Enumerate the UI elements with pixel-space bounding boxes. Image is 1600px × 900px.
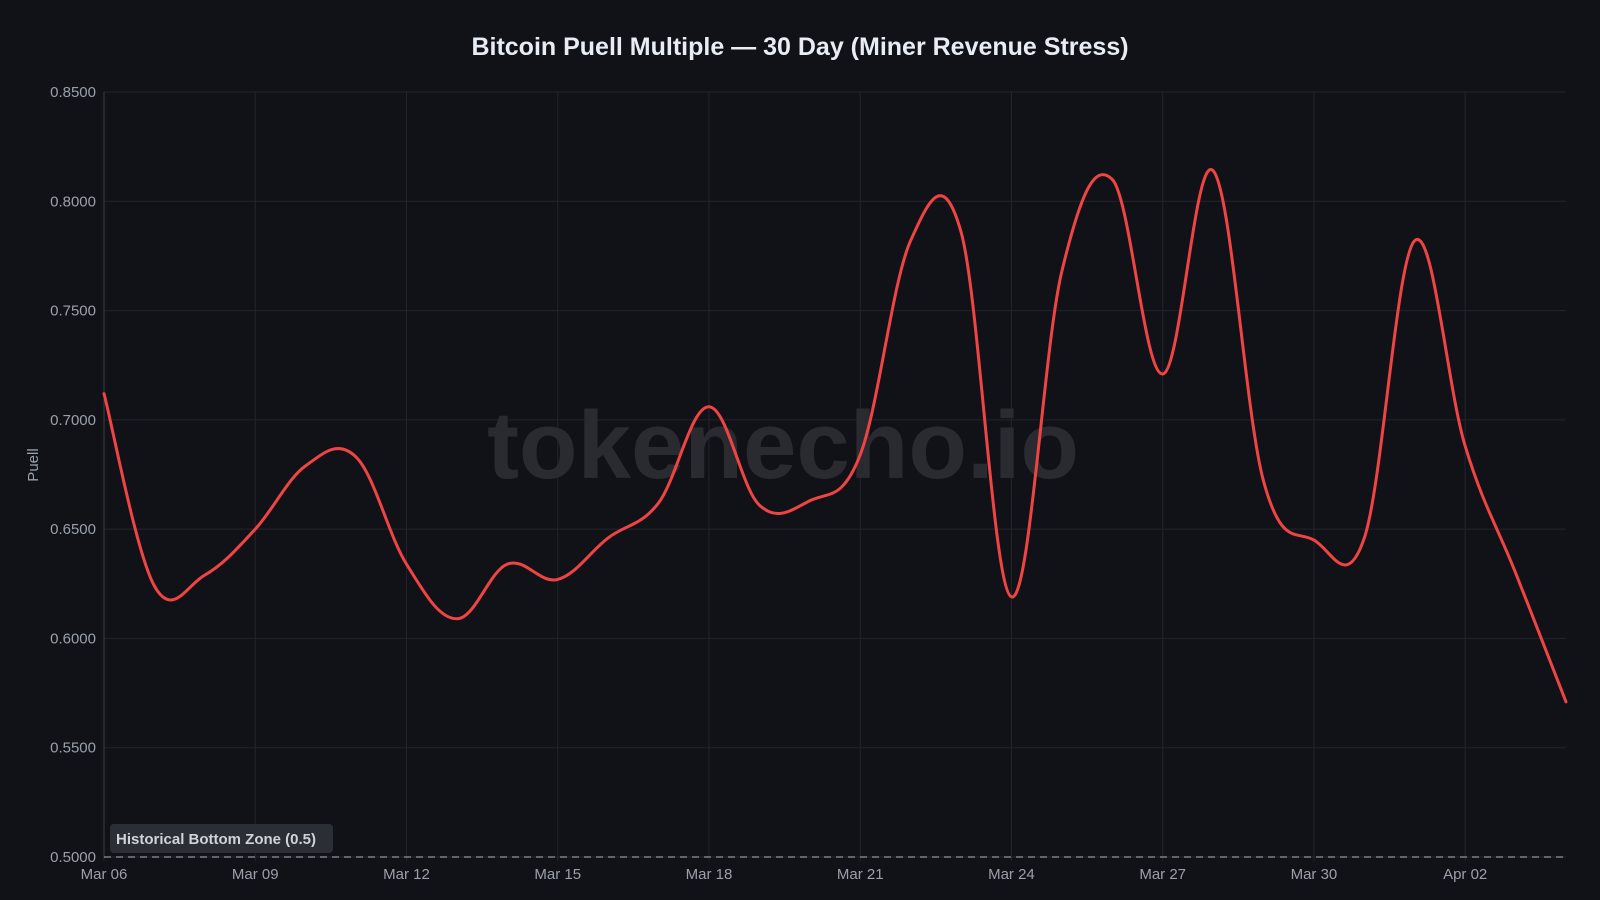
x-axis: Mar 06 Mar 09 Mar 12 Mar 15 Mar 18 Mar 21 Mar …	[81, 866, 1488, 883]
x-tick-label: Mar 21	[837, 866, 884, 883]
y-axis-label: Puell	[25, 448, 42, 481]
y-tick-label: 0.6000	[50, 630, 96, 647]
y-tick-label: 0.5000	[50, 849, 96, 866]
y-tick-label: 0.6500	[50, 521, 96, 538]
watermark: tokenecho.io	[487, 392, 1079, 499]
y-tick-label: 0.8500	[50, 84, 96, 101]
x-tick-label: Mar 18	[686, 866, 733, 883]
x-tick-label: Mar 15	[534, 866, 581, 883]
y-axis: 0.5000 0.5500 0.6000 0.6500 0.7000 0.7500 0.80…	[50, 84, 96, 866]
puell-line	[102, 168, 1568, 704]
bottom-zone-annotation: Historical Bottom Zone (0.5)	[110, 824, 333, 853]
grid-lines	[103, 91, 1566, 861]
bottom-zone-label: Historical Bottom Zone (0.5)	[116, 831, 316, 848]
x-tick-label: Apr 02	[1443, 866, 1487, 883]
y-tick-label: 0.8000	[50, 193, 96, 210]
x-tick-label: Mar 30	[1291, 866, 1338, 883]
x-tick-label: Mar 27	[1139, 866, 1186, 883]
y-tick-label: 0.7000	[50, 412, 96, 429]
x-tick-label: Mar 24	[988, 866, 1035, 883]
x-tick-label: Mar 12	[383, 866, 430, 883]
y-tick-label: 0.5500	[50, 740, 96, 757]
x-tick-label: Mar 09	[232, 866, 279, 883]
y-tick-label: 0.7500	[50, 303, 96, 320]
chart-title: Bitcoin Puell Multiple — 30 Day (Miner R…	[471, 33, 1129, 61]
x-tick-label: Mar 06	[81, 866, 128, 883]
